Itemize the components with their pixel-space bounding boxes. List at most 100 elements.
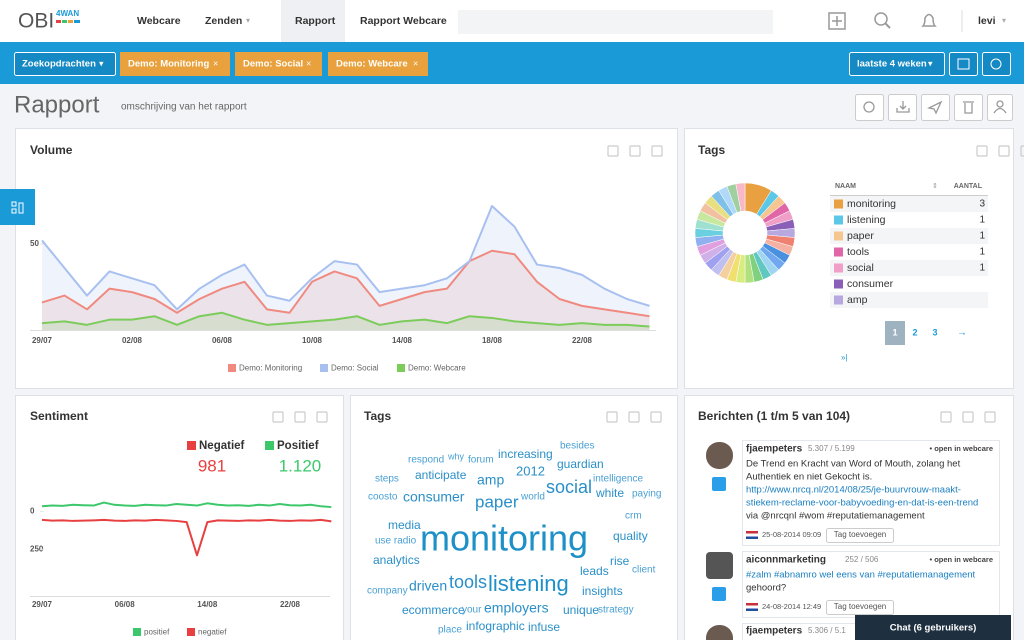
panel-icon[interactable]: [272, 411, 284, 423]
report-action-icons: [863, 100, 1007, 115]
cloud-word: intelligence: [593, 474, 643, 485]
panel-icon[interactable]: [606, 411, 618, 423]
message-line: http://www.nrcq.nl/2014/08/25/je-buurvro…: [746, 485, 961, 496]
x-tick-label: 22/08: [280, 600, 301, 609]
summary-swatch: [265, 441, 274, 450]
cloud-word: paying: [632, 489, 661, 500]
x-tick-label: 18/08: [482, 336, 503, 345]
panel-icon[interactable]: [294, 411, 306, 423]
nav-item[interactable]: Webcare: [137, 15, 181, 27]
pager-page[interactable]: 1: [892, 327, 897, 337]
icon: [993, 107, 1007, 114]
panel-icon[interactable]: [607, 145, 619, 157]
tag-button[interactable]: [826, 600, 894, 615]
cloud-word: consumer: [403, 489, 465, 505]
series-line: [41, 311, 650, 328]
series-area: [42, 250, 650, 330]
bell-icon[interactable]: [921, 13, 937, 27]
send-button[interactable]: [921, 94, 950, 121]
x-tick-label: 14/08: [392, 336, 413, 345]
logo-bar: [56, 20, 61, 23]
user-name[interactable]: levi: [978, 15, 996, 27]
panel-icon[interactable]: [976, 145, 988, 157]
icon: [863, 101, 875, 113]
panel-icon[interactable]: [984, 411, 996, 423]
search-icon[interactable]: [874, 12, 888, 26]
open-link[interactable]: • open in webcare: [930, 555, 993, 564]
panel-icon[interactable]: [316, 411, 328, 423]
panel-icon[interactable]: [651, 145, 663, 157]
pager-last[interactable]: »|: [841, 353, 848, 362]
panel-icon[interactable]: [628, 411, 640, 423]
panel-title: Volume: [30, 143, 73, 157]
cloud-word: use radio: [375, 536, 417, 547]
panel-icon[interactable]: [962, 411, 974, 423]
delete-button[interactable]: [954, 94, 983, 121]
panel: [15, 128, 678, 389]
caret: ▾: [928, 58, 933, 68]
panel-icon[interactable]: [998, 145, 1010, 157]
pager-next[interactable]: →: [957, 328, 967, 339]
cloud-word: place: [438, 625, 462, 636]
cloud-word: forum: [468, 455, 494, 466]
panel-icon[interactable]: [650, 411, 662, 423]
filter[interactable]: [120, 52, 230, 76]
panel-title: Berichten (1 t/m 5 van 104): [698, 409, 850, 423]
filter[interactable]: [235, 52, 322, 76]
twitter-icon: [712, 477, 726, 491]
chart-button[interactable]: [949, 52, 978, 76]
tag-name: paper: [847, 230, 874, 242]
side-tab[interactable]: [0, 189, 35, 225]
period-select[interactable]: [849, 52, 945, 76]
tag-name: amp: [847, 294, 868, 306]
message-line: Authentiek en niet Gekocht is.: [746, 472, 872, 483]
tag-count: 1: [979, 247, 985, 258]
cloud-word: white: [595, 486, 624, 500]
nav-item[interactable]: Zenden: [205, 15, 242, 27]
remove-icon[interactable]: ×: [213, 58, 218, 68]
logo-bar: [68, 20, 73, 23]
series-line: [41, 205, 650, 311]
legend-label: Demo: Social: [331, 364, 379, 373]
nav-item[interactable]: Rapport Webcare: [360, 15, 447, 27]
search-box[interactable]: [458, 10, 773, 34]
table-header: AANTAL: [954, 183, 983, 190]
panel-icon[interactable]: [1020, 145, 1024, 157]
table-swatch: [834, 295, 843, 305]
panel: [15, 395, 344, 640]
remove-icon[interactable]: ×: [413, 58, 418, 68]
filter[interactable]: [328, 52, 428, 76]
pager-page[interactable]: 2: [912, 327, 917, 337]
remove-icon[interactable]: ×: [306, 58, 311, 68]
panel-icon[interactable]: [629, 145, 641, 157]
nav-item[interactable]: Rapport: [295, 15, 336, 27]
legend-swatch: [320, 364, 328, 372]
table-swatch: [834, 247, 843, 257]
add-icon-plus: [832, 16, 842, 26]
open-link[interactable]: • open in webcare: [930, 444, 993, 453]
add-icon[interactable]: [828, 12, 846, 30]
chat-button[interactable]: [855, 615, 1011, 640]
panel-title: Tags: [698, 143, 725, 157]
page-title: Rapport: [14, 91, 100, 118]
avatar: [706, 442, 733, 469]
table-swatch: [834, 279, 843, 289]
panel-icon[interactable]: [940, 411, 952, 423]
tag-count: 1: [979, 231, 985, 242]
refresh-button[interactable]: [855, 94, 884, 121]
cloud-word: amp: [477, 472, 504, 488]
tag-button[interactable]: [826, 528, 894, 543]
message-date: 24-08-2014 12:49: [762, 602, 821, 611]
tag-name: monitoring: [847, 198, 896, 210]
cloud-word: analytics: [373, 553, 420, 567]
filter-label: Demo: Social: [243, 59, 303, 70]
message-date: 25-08-2014 09:09: [762, 530, 821, 539]
pager-page[interactable]: 3: [932, 327, 937, 337]
cloud-word: your: [462, 605, 482, 616]
cloud-word: respond: [408, 455, 444, 466]
panel-icons: [272, 145, 1024, 423]
target-button[interactable]: [982, 52, 1011, 76]
donut-slice: [735, 182, 746, 212]
search-button[interactable]: [14, 52, 116, 76]
report-actions: [855, 94, 1013, 121]
